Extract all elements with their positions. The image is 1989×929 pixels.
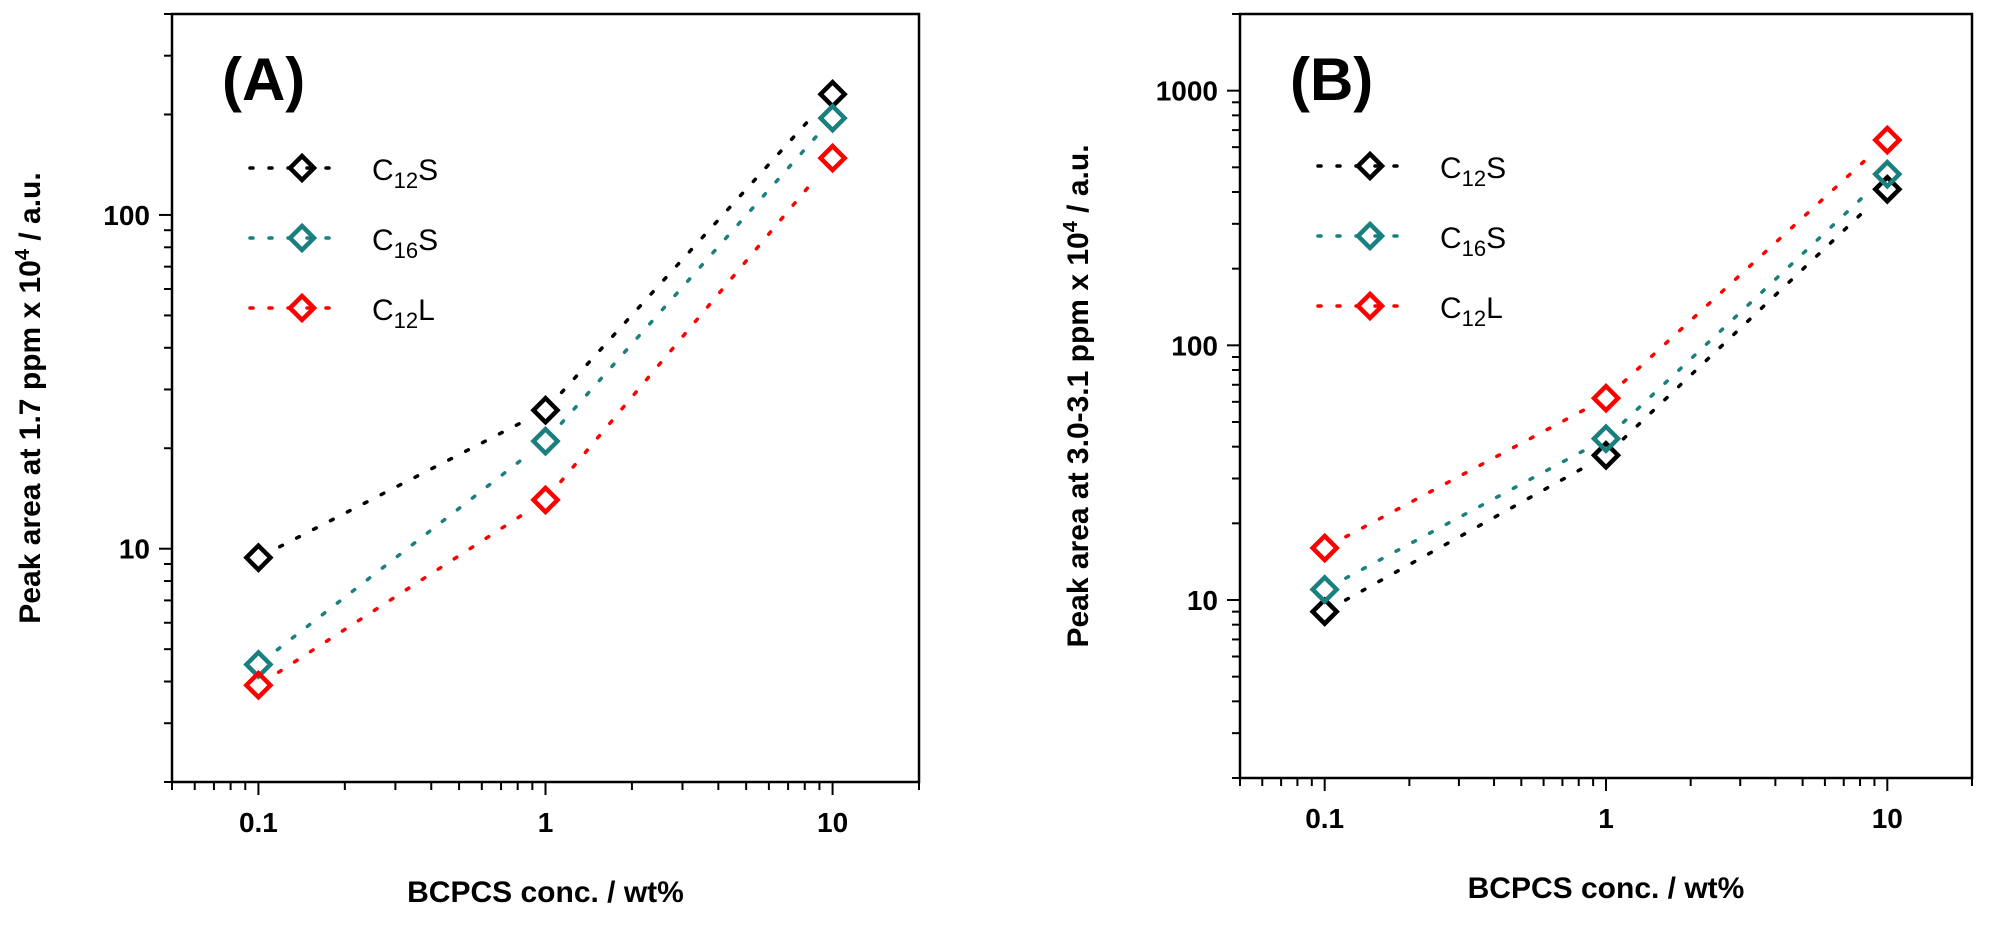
legend-entry-c12s: C12S — [248, 152, 438, 193]
plot-frame — [1238, 12, 1974, 780]
data-point-marker — [1309, 532, 1340, 564]
data-point-marker — [1309, 574, 1340, 605]
data-point-marker — [817, 102, 848, 134]
legend-marker — [1354, 220, 1386, 252]
data-point-marker — [817, 142, 848, 174]
x-tick-label: 0.1 — [239, 807, 278, 838]
series-connector-line — [1343, 465, 1587, 602]
y-axis-title: Peak area at 3.0-3.1 ppm x 104 / a.u. — [1060, 144, 1095, 647]
x-tick-label: 10 — [817, 807, 848, 838]
legend-entry-c12l: C12L — [248, 292, 435, 333]
data-point-marker — [1872, 174, 1903, 205]
x-axis-ticks — [1239, 778, 1973, 791]
legend-entry-c12s: C12S — [1316, 150, 1506, 191]
data-point-marker — [1590, 423, 1622, 454]
x-axis-title: BCPCS conc. / wt% — [407, 876, 684, 909]
legend-label: C12L — [372, 294, 435, 333]
data-point-marker — [530, 484, 561, 516]
y-axis-title: Peak area at 1.7 ppm x 104 / a.u. — [12, 172, 47, 623]
data-point-marker — [243, 670, 274, 701]
data-point-marker — [243, 649, 274, 680]
legend-marker — [1354, 150, 1386, 182]
x-tick-label: 1 — [1598, 803, 1614, 834]
legend-marker — [1354, 290, 1386, 322]
legend-label: C12L — [1440, 292, 1503, 331]
x-axis-ticks — [171, 782, 920, 795]
data-point-marker — [1872, 124, 1903, 156]
series-connector-line — [1344, 448, 1587, 580]
x-tick-label: 10 — [1872, 803, 1903, 834]
data-point-marker — [1590, 440, 1622, 471]
chart-panel-b: 0.1 1 10 10 100 1000 BCPCS conc. / wt% Peak are… — [1060, 12, 1974, 905]
data-point-marker — [1872, 158, 1903, 190]
series-c12l — [243, 142, 848, 701]
x-axis-title: BCPCS conc. / wt% — [1468, 872, 1745, 905]
data-point-marker — [1309, 596, 1340, 627]
y-tick-label: 100 — [1171, 330, 1218, 361]
series-c12l — [1309, 124, 1903, 564]
y-tick-label: 10 — [119, 534, 150, 565]
series-c12s — [1309, 174, 1903, 627]
x-tick-label: 1 — [538, 807, 554, 838]
series-c12s — [243, 79, 848, 573]
legend-entry-c12l: C12L — [1316, 290, 1503, 331]
legend-label: C16S — [372, 224, 438, 263]
legend-label: C16S — [1440, 222, 1506, 261]
legend-marker — [286, 222, 318, 254]
y-axis-ticks — [159, 13, 172, 783]
y-tick-label: 10 — [1187, 585, 1218, 616]
legend-entry-c16s: C16S — [248, 222, 438, 263]
data-point-marker — [243, 542, 274, 573]
data-point-marker — [817, 79, 848, 110]
series-connector-line — [1621, 154, 1872, 384]
legend-marker — [286, 152, 318, 184]
panel-label: (B) — [1290, 46, 1373, 113]
series-c16s — [1309, 158, 1903, 605]
series-connector-line — [1621, 188, 1872, 424]
series-connector-line — [559, 110, 819, 395]
y-tick-label: 100 — [103, 200, 150, 231]
y-axis-ticks — [1227, 13, 1240, 779]
series-connector-line — [1621, 204, 1872, 441]
series-connector-line — [276, 511, 528, 674]
legend-label: C12S — [1440, 152, 1506, 191]
series-connector-line — [1344, 407, 1587, 539]
x-tick-label: 0.1 — [1305, 803, 1344, 834]
data-point-marker — [1590, 383, 1622, 414]
series-connector-line — [559, 134, 819, 425]
data-point-marker — [530, 395, 561, 426]
legend-label: C12S — [372, 154, 438, 193]
panel-label: (A) — [222, 46, 305, 113]
legend-marker — [286, 292, 318, 324]
data-point-marker — [530, 425, 561, 457]
series-c16s — [243, 102, 848, 680]
series-connector-line — [278, 419, 526, 549]
legend-entry-c16s: C16S — [1316, 220, 1506, 261]
series-connector-line — [559, 174, 819, 484]
y-tick-label: 1000 — [1156, 76, 1218, 107]
chart-panel-a: 0.1 1 10 10 100 BCPCS conc. / wt% Peak area at… — [12, 12, 921, 909]
